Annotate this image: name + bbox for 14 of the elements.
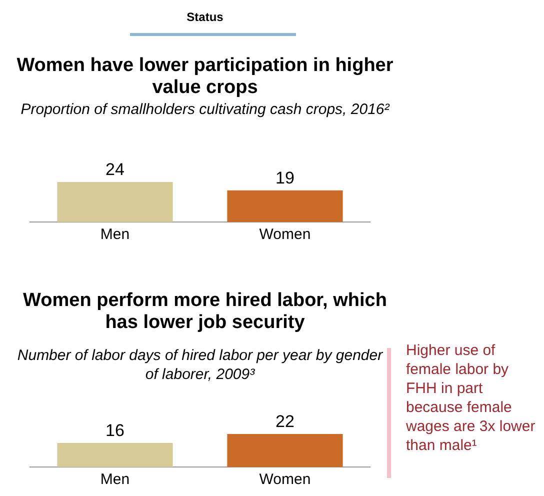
data-label: 22 (276, 412, 294, 432)
chart-subtitle: Proportion of smallholders cultivating cash crops, 2016² (20, 100, 390, 119)
chart-title: Women perform more hired labor, which has lower job security (22, 290, 388, 334)
x-tick-label: Men (100, 226, 130, 244)
chart-title: Women have lower participation in higher value crops (16, 55, 394, 99)
data-label: 24 (106, 160, 124, 180)
x-tick-label: Women (259, 471, 311, 488)
data-label: 16 (106, 421, 124, 440)
data-label: 19 (276, 168, 294, 188)
x-tick-label: Women (259, 226, 311, 244)
text: Status (186, 10, 224, 24)
chart-subtitle: Number of labor days of hired labor per year by gender of laborer, 2009³ (16, 346, 384, 384)
text: Higher use of female labor by FHH in part because female wages are 3x lower than male¹ (406, 341, 536, 455)
x-tick-label: Men (100, 471, 130, 488)
